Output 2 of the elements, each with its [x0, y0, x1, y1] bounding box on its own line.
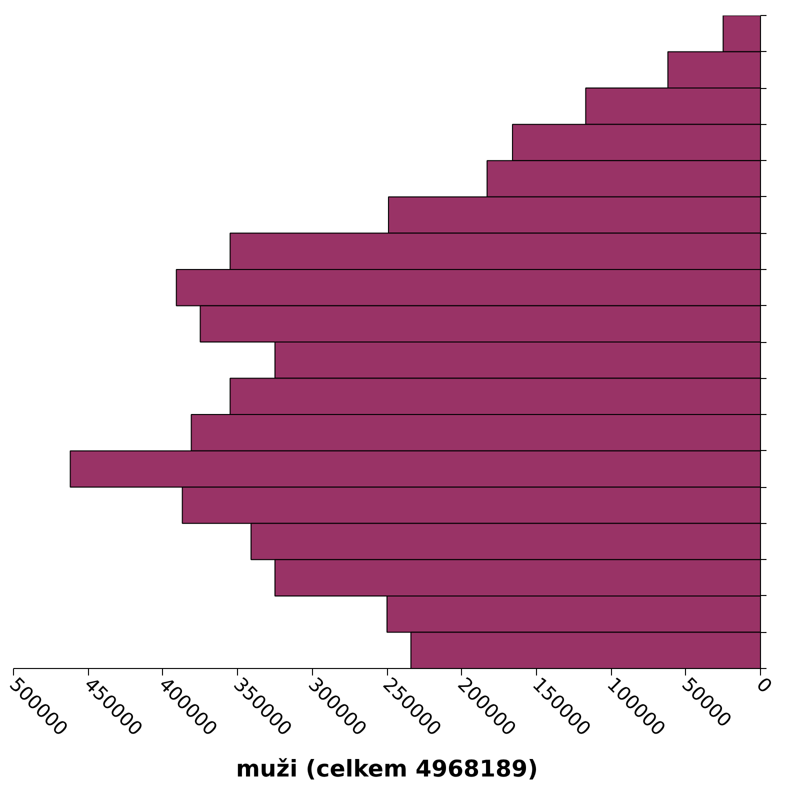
- x-axis-title: muži (celkem 4968189): [236, 756, 538, 783]
- x-tick-label: 0: [752, 673, 776, 698]
